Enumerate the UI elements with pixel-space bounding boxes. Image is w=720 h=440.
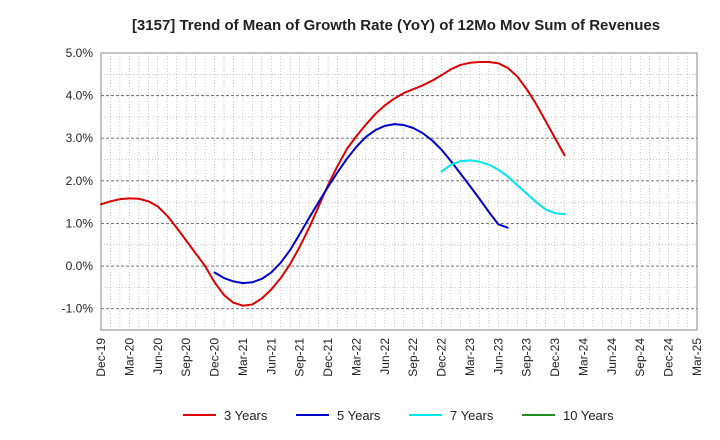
y-axis: -1.0% 0.0% 1.0% 2.0% 3.0% 4.0% 5.0%: [62, 46, 94, 316]
x-axis: Dec-19 Mar-20 Jun-20 Sep-20 Dec-20 Mar-21 Jun-…: [94, 338, 704, 377]
x-tick-label: Dec-22: [435, 338, 449, 377]
gridlines: [101, 53, 697, 330]
legend: 3 Years 5 Years 7 Years 10 Years: [183, 408, 614, 423]
x-tick-label: Dec-24: [662, 338, 676, 377]
x-tick-label: Mar-25: [690, 338, 704, 376]
x-tick-label: Sep-20: [179, 338, 193, 377]
x-tick-label: Mar-22: [349, 338, 363, 376]
series-lines: [100, 60, 566, 307]
x-tick-label: Mar-20: [122, 338, 136, 376]
y-tick-label: 2.0%: [66, 174, 94, 188]
x-tick-label: Jun-20: [151, 338, 165, 375]
x-tick-label: Sep-24: [633, 338, 647, 377]
legend-label: 7 Years: [450, 408, 494, 423]
x-tick-label: Jun-22: [378, 338, 392, 375]
x-tick-label: Dec-21: [321, 338, 335, 377]
x-tick-label: Dec-20: [208, 338, 222, 377]
y-tick-label: 4.0%: [66, 89, 94, 103]
legend-label: 3 Years: [224, 408, 268, 423]
series-line-7-years: [440, 159, 566, 216]
chart-title: [3157] Trend of Mean of Growth Rate (YoY…: [132, 17, 660, 34]
x-tick-label: Sep-22: [406, 338, 420, 377]
x-tick-label: Sep-23: [520, 338, 534, 377]
x-tick-label: Jun-23: [491, 338, 505, 375]
x-tick-label: Mar-23: [463, 338, 477, 376]
x-tick-label: Jun-21: [264, 338, 278, 375]
x-tick-label: Sep-21: [293, 338, 307, 377]
y-tick-label: 5.0%: [66, 46, 94, 60]
plot-area: [100, 52, 698, 331]
x-tick-label: Jun-24: [605, 338, 619, 375]
x-tick-label: Mar-24: [576, 338, 590, 376]
y-tick-label: 3.0%: [66, 131, 94, 145]
series-line-3-years: [100, 60, 566, 307]
y-tick-label: 1.0%: [66, 216, 94, 230]
x-tick-label: Dec-23: [548, 338, 562, 377]
x-tick-label: Mar-21: [236, 338, 250, 376]
plot-frame: [100, 52, 698, 331]
x-tick-label: Dec-19: [94, 338, 108, 377]
y-tick-label: -1.0%: [62, 302, 94, 316]
y-tick-label: 0.0%: [66, 259, 94, 273]
series-line-5-years: [213, 123, 509, 285]
legend-label: 10 Years: [563, 408, 614, 423]
legend-label: 5 Years: [337, 408, 381, 423]
